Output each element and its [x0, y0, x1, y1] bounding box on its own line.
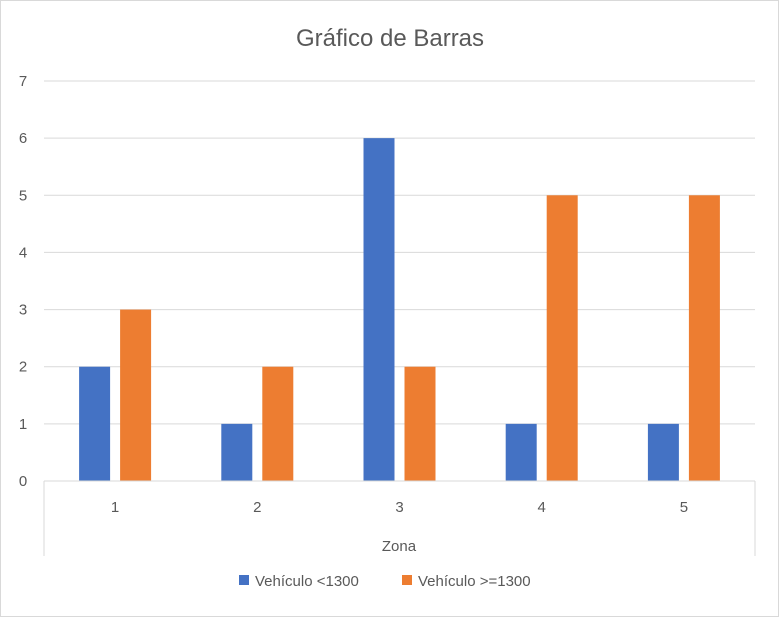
y-tick-label: 1: [19, 416, 27, 433]
legend-swatch: [239, 575, 249, 585]
x-axis-ticks: 1 2 3 4 5: [111, 499, 688, 516]
y-tick-label: 7: [19, 73, 27, 90]
y-axis-ticks: 0 1 2 3 4 5 6 7: [19, 73, 27, 490]
bar-series1-zona-2: [221, 423, 253, 481]
y-tick-label: 2: [19, 359, 27, 376]
y-tick-label: 5: [19, 187, 27, 204]
bar-series1-zona-4: [505, 423, 537, 481]
bar-series1-zona-1: [79, 366, 111, 481]
bar-series1-zona-3: [363, 138, 395, 481]
x-tick-label: 2: [253, 499, 261, 516]
bar-series2-zona-4: [546, 195, 578, 482]
gridlines: [44, 80, 755, 425]
x-axis-label: Zona: [382, 538, 417, 555]
bar-series2-zona-1: [120, 309, 152, 481]
bar-series2-zona-3: [404, 366, 436, 481]
y-tick-label: 3: [19, 302, 27, 319]
x-tick-label: 4: [538, 499, 546, 516]
y-tick-label: 6: [19, 130, 27, 147]
x-tick-label: 5: [680, 499, 688, 516]
x-tick-label: 3: [395, 499, 403, 516]
chart-title: Gráfico de Barras: [296, 25, 484, 52]
legend-swatch: [402, 575, 412, 585]
bar-series2-zona-2: [262, 366, 294, 481]
legend-label: Vehículo <1300: [255, 573, 359, 590]
bar-series1-zona-5: [647, 423, 679, 481]
bar-series2-zona-5: [688, 195, 720, 482]
x-tick-label: 1: [111, 499, 119, 516]
y-tick-label: 4: [19, 244, 27, 261]
legend: Vehículo <1300 Vehículo >=1300: [239, 573, 531, 590]
y-tick-label: 0: [19, 473, 27, 490]
bars: [79, 138, 720, 482]
legend-label: Vehículo >=1300: [418, 573, 531, 590]
